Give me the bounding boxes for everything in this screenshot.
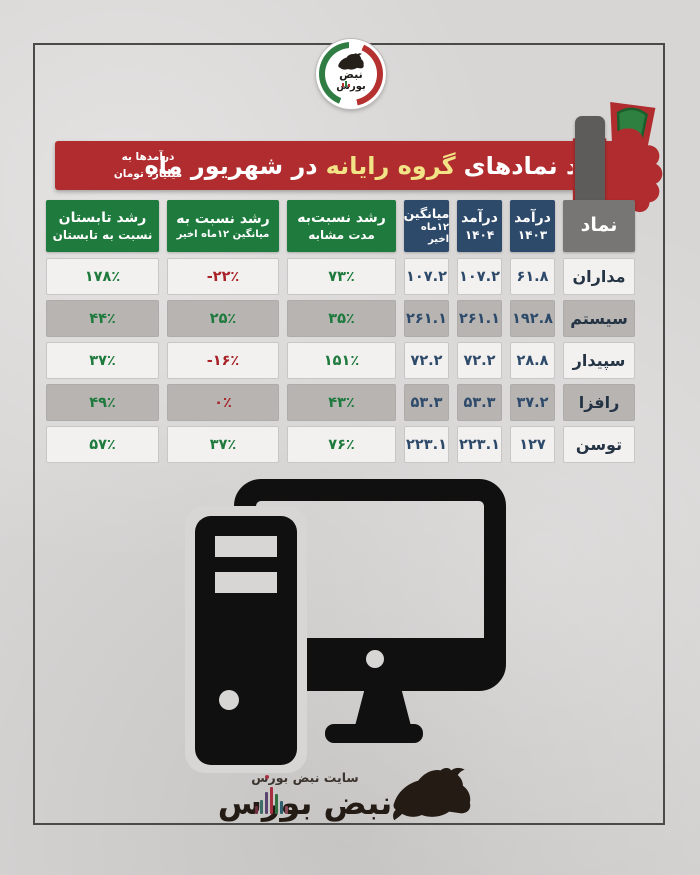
performance-table: نماد درآمد ۱۴۰۳ درآمد ۱۴۰۴ میانگین ۱۲ماه…	[46, 200, 635, 468]
badge-text-line2: بورس	[336, 81, 366, 92]
cell-growth-same: ۷۳٪	[287, 258, 396, 295]
cell-rev-1403: ۱۲۷	[510, 426, 555, 463]
tower-power-button	[219, 690, 239, 710]
footer-brand-text: سایت نبض بورس نبض بورس	[215, 764, 395, 822]
table-row: سپیدار ۲۸.۸ ۷۲.۲ ۷۲.۲ ۱۵۱٪ -۱۶٪ ۳۷٪	[46, 342, 635, 379]
cell-symbol: سیستم	[563, 300, 635, 337]
table-row: رافزا ۳۷.۲ ۵۳.۳ ۵۳.۳ ۴۳٪ ۰٪ ۴۹٪	[46, 384, 635, 421]
header-symbol: نماد	[563, 200, 635, 252]
badge-text-line1: نبض	[339, 68, 363, 81]
cell-rev-1404: ۱۰۷.۲	[457, 258, 502, 295]
cell-growth-summer: ۱۷۸٪	[46, 258, 159, 295]
cell-growth-avg: -۲۲٪	[167, 258, 279, 295]
table-row: توسن ۱۲۷ ۲۲۳.۱ ۲۲۳.۱ ۷۶٪ ۳۷٪ ۵۷٪	[46, 426, 635, 463]
sleeve-cuff	[575, 116, 605, 215]
nabz-bourse-badge: نبض بورس	[316, 39, 386, 109]
cell-growth-summer: ۴۹٪	[46, 384, 159, 421]
tower-drive-slot	[215, 536, 277, 557]
brand-name: نبض بورس	[217, 784, 393, 822]
badge-pulse-decoration	[342, 81, 350, 87]
cell-avg-12m: ۵۳.۳	[404, 384, 449, 421]
header-avg-12m: میانگین ۱۲ماه اخیر	[404, 200, 449, 252]
cell-growth-avg: ۰٪	[167, 384, 279, 421]
unit-note-line1: درآمدها به	[121, 151, 175, 164]
pulse-candles-decoration	[255, 774, 288, 814]
cell-growth-same: ۷۶٪	[287, 426, 396, 463]
title-highlight: گروه رایانه	[325, 151, 456, 180]
title-suffix: در شهریور ماه	[144, 151, 318, 180]
header-growth-summer: رشد تابستان نسبت به تابستان	[46, 200, 159, 252]
page-title: عملکرد نمادهای گروه رایانه در شهریور ماه	[144, 141, 649, 190]
cell-growth-summer: ۴۴٪	[46, 300, 159, 337]
cell-symbol: توسن	[563, 426, 635, 463]
cell-growth-avg: -۱۶٪	[167, 342, 279, 379]
cell-rev-1403: ۲۸.۸	[510, 342, 555, 379]
cell-avg-12m: ۱۰۷.۲	[404, 258, 449, 295]
cell-avg-12m: ۲۶۱.۱	[404, 300, 449, 337]
cell-symbol: مداران	[563, 258, 635, 295]
cell-rev-1403: ۳۷.۲	[510, 384, 555, 421]
header-rev-1403: درآمد ۱۴۰۳	[510, 200, 555, 252]
header-rev-1404: درآمد ۱۴۰۴	[457, 200, 502, 252]
cell-rev-1404: ۲۲۳.۱	[457, 426, 502, 463]
title-banner: درآمدها به میلیارد تومان عملکرد نمادهای …	[55, 141, 650, 190]
monitor-camera-dot	[366, 650, 384, 668]
cell-rev-1404: ۵۳.۳	[457, 384, 502, 421]
cell-growth-summer: ۵۷٪	[46, 426, 159, 463]
bull-icon	[338, 53, 364, 70]
cell-growth-avg: ۲۵٪	[167, 300, 279, 337]
cell-symbol: سپیدار	[563, 342, 635, 379]
cell-avg-12m: ۲۲۳.۱	[404, 426, 449, 463]
cell-avg-12m: ۷۲.۲	[404, 342, 449, 379]
cell-rev-1403: ۱۹۲.۸	[510, 300, 555, 337]
desktop-computer-icon	[185, 479, 506, 773]
cell-growth-summer: ۳۷٪	[46, 342, 159, 379]
table-row: مداران ۶۱.۸ ۱۰۷.۲ ۱۰۷.۲ ۷۳٪ -۲۲٪ ۱۷۸٪	[46, 258, 635, 295]
cell-growth-same: ۴۳٪	[287, 384, 396, 421]
cell-growth-avg: ۳۷٪	[167, 426, 279, 463]
header-growth-same-period: رشد نسبت‌به مدت مشابه	[287, 200, 396, 252]
tower-drive-slot	[215, 572, 277, 593]
cell-rev-1403: ۶۱.۸	[510, 258, 555, 295]
table-row: سیستم ۱۹۲.۸ ۲۶۱.۱ ۲۶۱.۱ ۳۵٪ ۲۵٪ ۴۴٪	[46, 300, 635, 337]
unit-note: درآمدها به میلیارد تومان	[89, 141, 207, 190]
cell-growth-same: ۱۵۱٪	[287, 342, 396, 379]
cell-growth-same: ۳۵٪	[287, 300, 396, 337]
table-header-row: نماد درآمد ۱۴۰۳ درآمد ۱۴۰۴ میانگین ۱۲ماه…	[46, 200, 635, 252]
cell-rev-1404: ۲۶۱.۱	[457, 300, 502, 337]
cell-symbol: رافزا	[563, 384, 635, 421]
cell-rev-1404: ۷۲.۲	[457, 342, 502, 379]
header-growth-vs-avg: رشد نسبت به میانگین ۱۲ماه اخیر	[167, 200, 279, 252]
badge-inner: نبض بورس	[325, 48, 377, 100]
site-label: سایت نبض بورس	[251, 770, 359, 785]
bull-icon	[393, 767, 471, 821]
footer-brand: سایت نبض بورس نبض بورس	[215, 764, 491, 850]
unit-note-line2: میلیارد تومان	[113, 167, 183, 180]
